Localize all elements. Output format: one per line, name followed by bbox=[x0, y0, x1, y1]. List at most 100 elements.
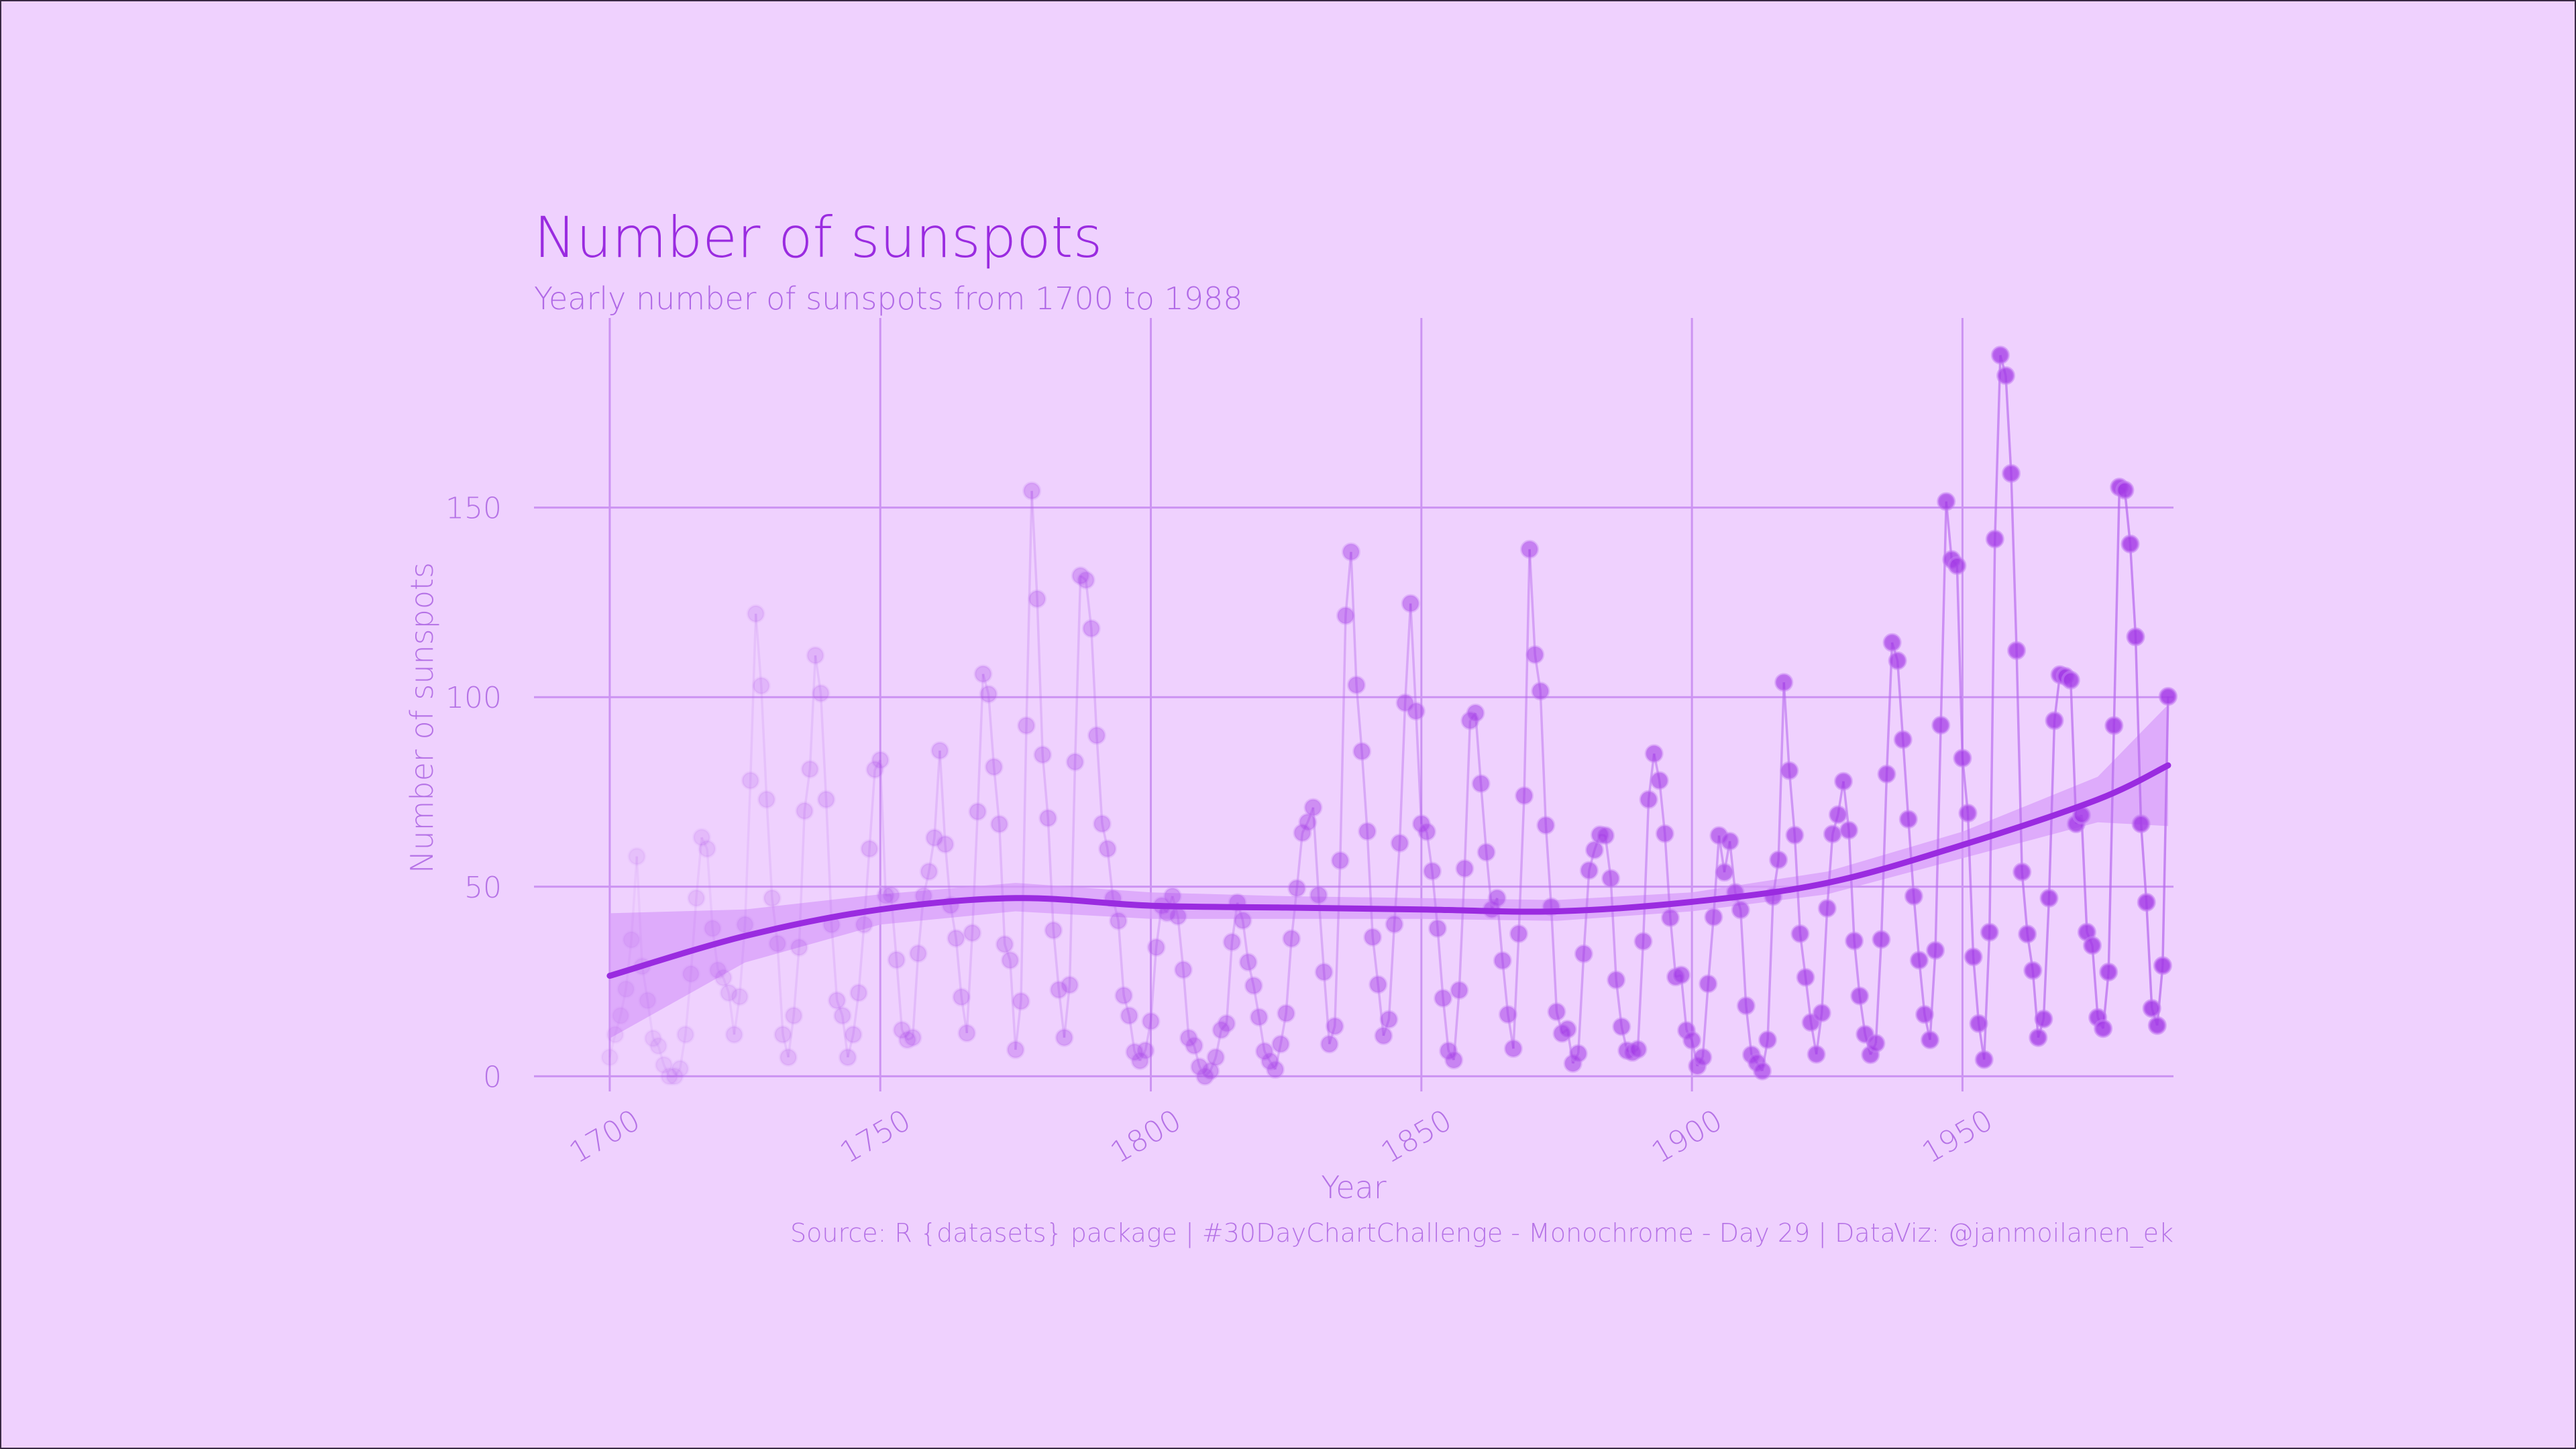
data-point bbox=[1212, 1020, 1231, 1040]
data-point bbox=[947, 928, 966, 948]
data-point bbox=[1033, 745, 1053, 765]
data-point bbox=[1498, 1005, 1517, 1024]
series-segment bbox=[1782, 682, 1791, 771]
data-point bbox=[936, 835, 955, 854]
data-point bbox=[1969, 1014, 1988, 1033]
data-point bbox=[1699, 974, 1718, 994]
data-point bbox=[1877, 764, 1896, 784]
series-segment bbox=[679, 1034, 687, 1069]
data-point bbox=[1579, 861, 1599, 880]
series-segment bbox=[1479, 783, 1488, 853]
data-point bbox=[871, 751, 890, 769]
series-segment bbox=[1046, 818, 1055, 930]
series-segment bbox=[2010, 473, 2018, 651]
data-point bbox=[989, 814, 1009, 834]
data-point bbox=[1022, 481, 1042, 500]
series-segment bbox=[619, 989, 627, 1016]
series-segment bbox=[873, 759, 881, 771]
series-segment bbox=[1198, 1066, 1206, 1077]
series-segment bbox=[1550, 906, 1558, 1012]
data-point bbox=[1807, 1044, 1826, 1064]
series-segment bbox=[663, 1064, 671, 1077]
series-segment bbox=[2047, 720, 2056, 898]
series-segment bbox=[1788, 770, 1796, 836]
data-point bbox=[1065, 752, 1085, 771]
series-segment bbox=[1707, 916, 1715, 984]
series-segment bbox=[1712, 835, 1721, 918]
series-segment bbox=[987, 694, 996, 767]
series-segment bbox=[630, 856, 639, 941]
data-point bbox=[1217, 1014, 1236, 1033]
series-segment bbox=[965, 932, 974, 1034]
data-point bbox=[1168, 906, 1187, 926]
data-point bbox=[984, 757, 1004, 777]
data-point bbox=[1076, 570, 1095, 590]
data-point bbox=[1455, 859, 1474, 878]
data-point bbox=[1298, 812, 1318, 832]
series-segment bbox=[824, 799, 833, 925]
series-segment bbox=[1095, 735, 1104, 824]
series-segment bbox=[733, 996, 741, 1035]
data-point bbox=[1801, 1013, 1821, 1032]
data-point bbox=[1769, 850, 1788, 869]
series-segment bbox=[1913, 896, 1921, 961]
data-point bbox=[1672, 965, 1690, 985]
series-segment bbox=[879, 759, 888, 896]
data-point bbox=[1325, 1016, 1344, 1036]
series-segment bbox=[1847, 830, 1856, 941]
data-point bbox=[903, 1028, 922, 1047]
data-point bbox=[1644, 744, 1664, 763]
data-point bbox=[1471, 774, 1491, 794]
series-segment bbox=[992, 767, 1001, 824]
chart-subtitle: Yearly number of sunspots from 1700 to 1… bbox=[534, 280, 1243, 317]
data-point bbox=[1866, 1034, 1886, 1053]
data-point bbox=[1715, 863, 1734, 882]
data-point bbox=[1266, 1060, 1285, 1079]
data-point bbox=[1271, 1034, 1291, 1054]
data-point bbox=[1704, 908, 1723, 926]
data-point bbox=[800, 759, 820, 779]
data-point bbox=[659, 1067, 679, 1086]
data-point bbox=[1395, 693, 1415, 712]
data-point bbox=[1909, 951, 1929, 970]
data-point bbox=[2147, 1016, 2167, 1035]
data-point bbox=[1898, 810, 1918, 829]
series-segment bbox=[1398, 702, 1407, 843]
series-segment bbox=[1334, 860, 1342, 1026]
series-segment bbox=[787, 1015, 795, 1058]
data-point bbox=[2045, 711, 2064, 731]
data-point bbox=[1520, 539, 1540, 559]
data-point bbox=[816, 790, 836, 809]
series-segment bbox=[900, 1029, 909, 1040]
data-point bbox=[741, 771, 760, 790]
series-segment bbox=[1138, 1050, 1147, 1062]
data-point bbox=[1817, 899, 1837, 918]
data-point bbox=[649, 1036, 668, 1056]
data-point bbox=[1379, 1010, 1399, 1029]
series-segment bbox=[706, 849, 714, 929]
series-segment bbox=[1101, 823, 1109, 849]
series-segment bbox=[981, 674, 990, 695]
data-point bbox=[1503, 1039, 1523, 1059]
data-point bbox=[860, 839, 879, 859]
data-point bbox=[724, 1025, 744, 1044]
series-segment bbox=[608, 1034, 616, 1058]
data-point bbox=[1633, 932, 1653, 951]
series-segment bbox=[1982, 932, 1991, 1060]
data-point bbox=[1947, 556, 1967, 576]
series-segment bbox=[1025, 490, 1033, 726]
data-point bbox=[1785, 825, 1805, 845]
series-segment bbox=[1939, 501, 1947, 726]
series-segment bbox=[1988, 539, 1996, 932]
series-segment bbox=[1350, 551, 1358, 686]
data-point bbox=[1233, 911, 1252, 930]
data-point bbox=[1081, 619, 1101, 638]
y-tick-label: 50 bbox=[464, 871, 502, 905]
series-segment bbox=[743, 780, 752, 925]
series-segment bbox=[1360, 751, 1368, 832]
series-segment bbox=[1269, 1060, 1277, 1071]
data-point bbox=[2126, 627, 2145, 647]
data-point bbox=[968, 802, 987, 821]
data-point bbox=[1055, 1028, 1074, 1047]
data-point bbox=[1320, 1034, 1339, 1054]
